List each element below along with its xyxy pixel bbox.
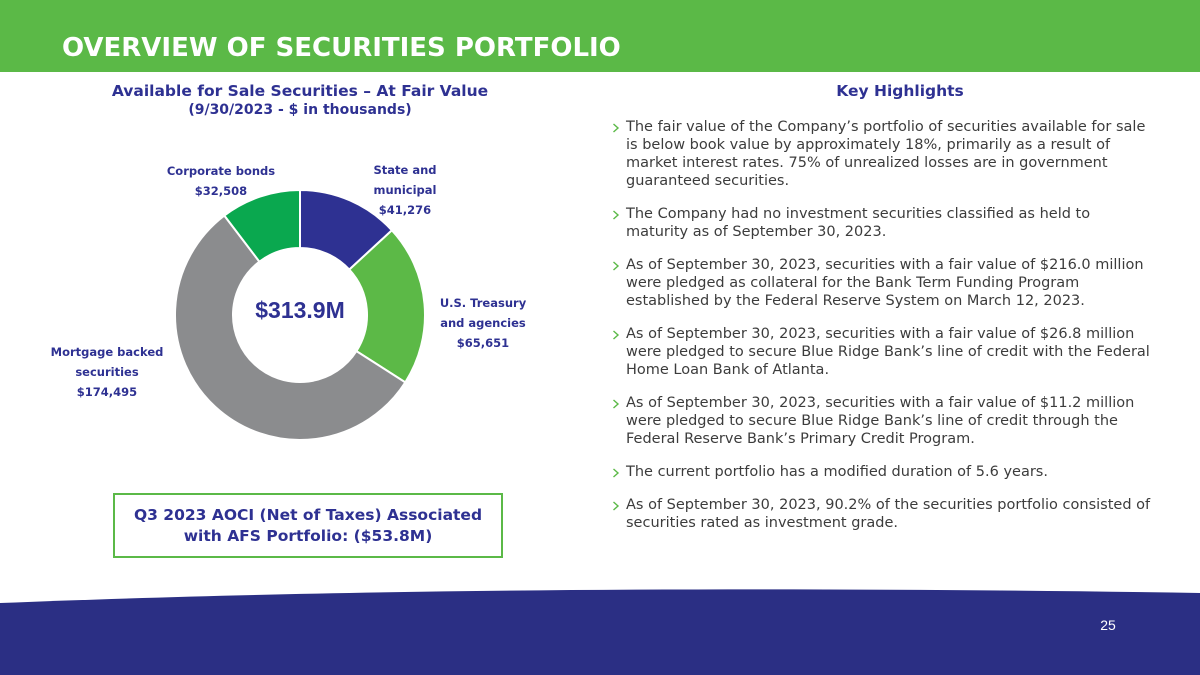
donut-chart bbox=[174, 188, 426, 441]
data-label-value: $32,508 bbox=[194, 184, 248, 198]
chart-subtitle: (9/30/2023 - $ in thousands) bbox=[188, 102, 412, 118]
data-label-category: State and municipal bbox=[373, 163, 437, 197]
page-title: OVERVIEW OF SECURITIES PORTFOLIO bbox=[62, 33, 621, 63]
chart-title: Available for Sale Securities – At Fair … bbox=[111, 82, 489, 100]
donut-center-total: $313.9M bbox=[255, 297, 345, 323]
chevron-right-icon bbox=[613, 468, 620, 478]
chevron-right-icon bbox=[613, 330, 620, 340]
bullet-line: Home Loan Bank of Atlanta. bbox=[626, 361, 830, 378]
chevron-right-icon bbox=[613, 261, 620, 271]
bullet-line: Federal Reserve Bank’s Primary Credit Pr… bbox=[626, 430, 975, 447]
highlights-list: The fair value of the Company’s portfoli… bbox=[612, 119, 1192, 533]
bullet-line: The current portfolio has a modified dur… bbox=[626, 464, 1048, 481]
highlight-bullet: As of September 30, 2023, 90.2% of the s… bbox=[612, 497, 1192, 533]
header-bar: OVERVIEW OF SECURITIES PORTFOLIO bbox=[0, 0, 1200, 72]
data-label-category: Corporate bonds bbox=[166, 164, 276, 178]
data-label-category: Mortgage backed securities bbox=[50, 345, 164, 379]
bullet-line: were pledged as collateral for the Bank … bbox=[626, 274, 1080, 291]
chevron-right-icon bbox=[613, 210, 620, 220]
bullet-line: As of September 30, 2023, securities wit… bbox=[626, 395, 1135, 412]
slice-mortgage-backed-securities bbox=[174, 214, 407, 441]
data-label-value: $174,495 bbox=[76, 385, 138, 399]
data-label-value: $41,276 bbox=[378, 203, 432, 217]
data-label-value: $65,651 bbox=[456, 336, 510, 350]
data-label-corporate-bonds: Corporate bonds $32,508 bbox=[151, 161, 291, 201]
chevron-right-icon bbox=[613, 399, 620, 409]
data-label-mortgage-backed-securities: Mortgage backed securities $174,495 bbox=[42, 342, 172, 402]
highlight-bullet: The Company had no investment securities… bbox=[612, 206, 1192, 242]
highlights-title: Key Highlights bbox=[836, 82, 964, 100]
bullet-line: were pledged to secure Blue Ridge Bank’s… bbox=[626, 343, 1150, 360]
aoci-callout-box: Q3 2023 AOCI (Net of Taxes) Associated w… bbox=[113, 493, 503, 558]
bullet-line: As of September 30, 2023, securities wit… bbox=[626, 257, 1144, 274]
bullet-line: established by the Federal Reserve Syste… bbox=[626, 292, 1085, 309]
page-number: 25 bbox=[1100, 617, 1116, 633]
bullet-line: maturity as of September 30, 2023. bbox=[626, 223, 887, 240]
chevron-right-icon bbox=[613, 501, 620, 511]
highlight-bullet: The fair value of the Company’s portfoli… bbox=[612, 119, 1192, 191]
slice-corporate-bonds bbox=[222, 188, 301, 264]
highlight-bullet: The current portfolio has a modified dur… bbox=[612, 464, 1192, 482]
data-label-us-treasury-and-agencies: U.S. Treasury and agencies $65,651 bbox=[433, 293, 533, 353]
bullet-line: guaranteed securities. bbox=[626, 172, 790, 189]
bullet-line: The fair value of the Company’s portfoli… bbox=[626, 119, 1146, 135]
highlight-bullet: As of September 30, 2023, securities wit… bbox=[612, 395, 1192, 449]
data-label-category: U.S. Treasury and agencies bbox=[439, 296, 527, 330]
bullet-line: market interest rates. 75% of unrealized… bbox=[626, 154, 1108, 171]
bullet-line: As of September 30, 2023, securities wit… bbox=[626, 326, 1135, 343]
aoci-callout-text: Q3 2023 AOCI (Net of Taxes) Associated w… bbox=[133, 506, 483, 545]
highlight-bullet: As of September 30, 2023, securities wit… bbox=[612, 326, 1192, 380]
bullet-line: is below book value by approximately 18%… bbox=[626, 136, 1111, 153]
highlight-bullet: As of September 30, 2023, securities wit… bbox=[612, 257, 1192, 311]
bullet-line: The Company had no investment securities… bbox=[626, 205, 1091, 222]
data-label-state-and-municipal: State and municipal $41,276 bbox=[360, 160, 450, 220]
bullet-line: were pledged to secure Blue Ridge Bank’s… bbox=[626, 412, 1118, 429]
slice-us-treasury-and-agencies bbox=[347, 228, 426, 384]
bullet-line: securities rated as investment grade. bbox=[626, 515, 899, 532]
footer-band bbox=[0, 589, 1200, 675]
chevron-right-icon bbox=[613, 123, 620, 133]
bullet-line: As of September 30, 2023, 90.2% of the s… bbox=[626, 497, 1151, 514]
